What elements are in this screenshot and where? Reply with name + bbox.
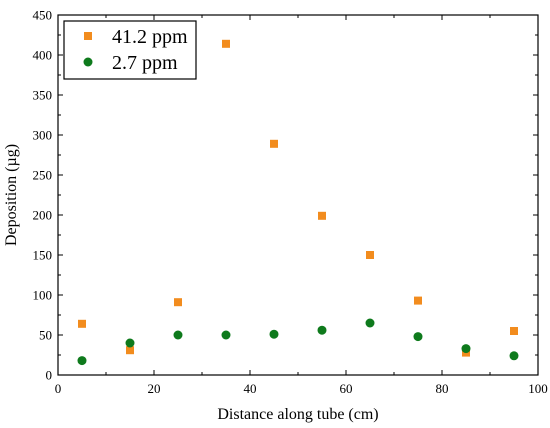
y-axis-title: Deposition (µg) — [3, 144, 20, 246]
data-point-circle — [125, 338, 135, 348]
data-point-circle — [317, 325, 327, 335]
data-point-circle — [365, 318, 375, 328]
data-point-circle — [413, 332, 423, 342]
series-2 — [77, 318, 519, 366]
legend-circle-marker — [83, 57, 93, 67]
data-point-circle — [221, 330, 231, 340]
y-tick-label: 50 — [39, 328, 52, 343]
data-point-circle — [461, 344, 471, 354]
legend-label: 2.7 ppm — [112, 52, 178, 74]
legend-box — [63, 20, 197, 80]
data-point-square — [174, 298, 182, 307]
data-point-circle — [269, 329, 279, 339]
legend-label: 41.2 ppm — [112, 26, 188, 48]
y-tick-label: 200 — [33, 208, 53, 223]
y-tick-label: 250 — [33, 168, 53, 183]
data-point-square — [318, 211, 326, 220]
legend-item: 2.7 ppm — [83, 52, 178, 74]
data-point-square — [270, 139, 278, 148]
y-tick-label: 450 — [33, 8, 53, 23]
data-point-square — [366, 251, 374, 259]
x-tick-label: 0 — [55, 381, 62, 396]
data-point-circle — [509, 351, 519, 361]
legend: 41.2 ppm 2.7 ppm — [63, 20, 197, 80]
data-point-square — [414, 296, 422, 305]
y-tick-label: 100 — [33, 288, 53, 303]
y-tick-label: 300 — [33, 128, 53, 143]
y-tick-label: 400 — [33, 48, 53, 63]
x-tick-label: 40 — [244, 381, 257, 396]
x-tick-label: 60 — [340, 381, 353, 396]
series-1 — [78, 39, 518, 357]
data-marks — [77, 39, 519, 366]
y-tick-label: 350 — [33, 88, 53, 103]
x-axis-title: Distance along tube (cm) — [217, 406, 378, 423]
y-tick-label: 0 — [46, 368, 53, 383]
data-point-square — [510, 327, 518, 335]
data-point-circle — [77, 356, 87, 366]
axes: 0 20 40 60 80 100 0 50 100 150 200 250 300 350 400 450 — [33, 8, 548, 397]
data-point-square — [78, 319, 86, 328]
legend-item: 41.2 ppm — [84, 26, 188, 48]
x-tick-label: 100 — [528, 381, 548, 396]
legend-square-marker — [84, 32, 92, 40]
x-tick-label: 20 — [148, 381, 161, 396]
data-point-circle — [173, 330, 183, 340]
data-point-square — [222, 39, 230, 48]
y-tick-label: 150 — [33, 248, 53, 263]
x-tick-label: 80 — [436, 381, 449, 396]
data-point-square — [126, 346, 134, 355]
